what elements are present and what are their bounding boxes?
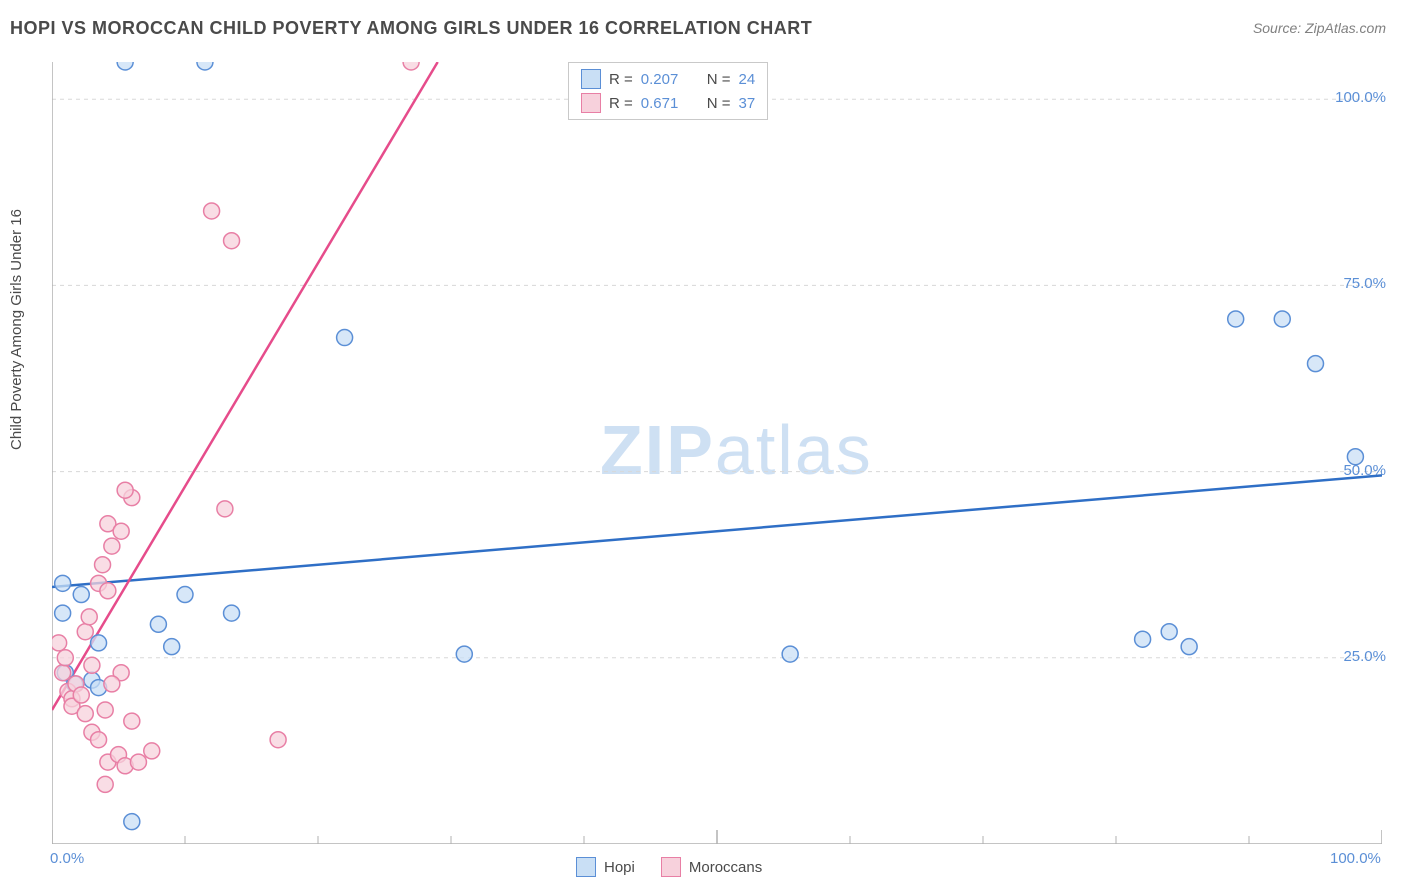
y-tick-label: 25.0% — [1343, 648, 1386, 665]
legend-r-label: R = — [609, 95, 633, 112]
x-tick-label: 0.0% — [50, 850, 84, 867]
correlation-legend: R = 0.207 N = 24 R = 0.671 N = 37 — [568, 62, 768, 120]
series-legend: Hopi Moroccans — [576, 857, 780, 877]
legend-n-value: 24 — [739, 71, 756, 88]
legend-swatch — [581, 93, 601, 113]
y-tick-label: 75.0% — [1343, 275, 1386, 292]
chart-title: HOPI VS MOROCCAN CHILD POVERTY AMONG GIR… — [10, 18, 812, 39]
y-tick-label: 100.0% — [1335, 89, 1386, 106]
source-label: Source: ZipAtlas.com — [1253, 20, 1386, 36]
legend-swatch — [661, 857, 681, 877]
legend-r-value: 0.671 — [641, 95, 691, 112]
y-tick-label: 50.0% — [1343, 462, 1386, 479]
legend-correlation-row: R = 0.207 N = 24 — [581, 67, 755, 91]
legend-correlation-row: R = 0.671 N = 37 — [581, 91, 755, 115]
chart-container: HOPI VS MOROCCAN CHILD POVERTY AMONG GIR… — [0, 0, 1406, 892]
scatter-chart-svg — [52, 62, 1382, 844]
legend-swatch — [581, 69, 601, 89]
x-tick-label: 100.0% — [1330, 850, 1381, 867]
legend-n-value: 37 — [739, 95, 756, 112]
legend-n-label: N = — [707, 71, 731, 88]
y-axis-label: Child Poverty Among Girls Under 16 — [8, 209, 25, 450]
legend-r-label: R = — [609, 71, 633, 88]
chart-plot-area — [52, 62, 1382, 844]
legend-r-value: 0.207 — [641, 71, 691, 88]
legend-series-label: Moroccans — [689, 859, 762, 876]
legend-swatch — [576, 857, 596, 877]
legend-n-label: N = — [707, 95, 731, 112]
legend-series-label: Hopi — [604, 859, 635, 876]
